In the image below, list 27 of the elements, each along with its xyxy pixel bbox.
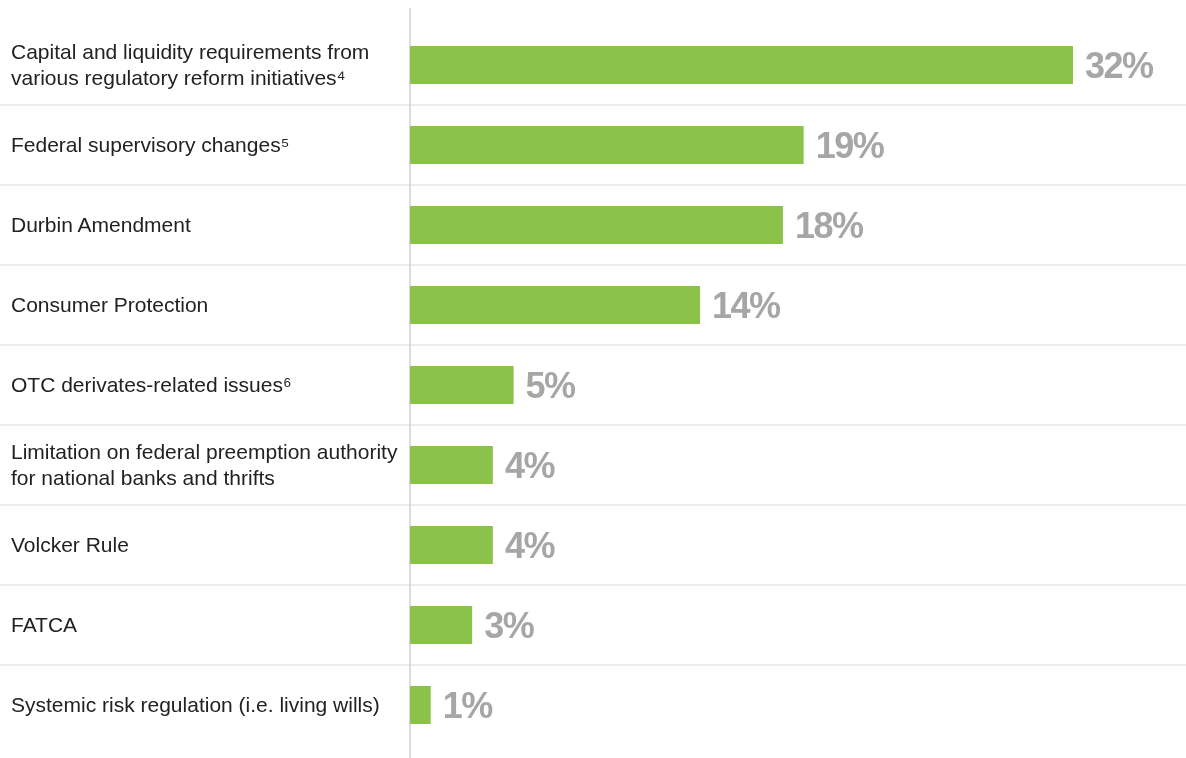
bar (410, 206, 783, 244)
data-label: 4% (504, 525, 556, 566)
y-tick-label: Limitation on federal preemption authority for national banks and thrifts (11, 440, 398, 489)
y-tick-label: Durbin Amendment (11, 213, 191, 236)
y-tick-label: Capital and liquidity requirements from various regulatory reform initiatives⁴ (11, 40, 370, 89)
bar (410, 286, 701, 324)
data-label: 14% (712, 285, 782, 326)
bar (410, 686, 431, 724)
data-label: 5% (525, 365, 577, 406)
data-label: 18% (794, 205, 864, 246)
data-label: 19% (815, 125, 885, 166)
bar (410, 366, 514, 404)
y-tick-label: Federal supervisory changes⁵ (11, 133, 290, 156)
y-tick-label: Consumer Protection (11, 293, 209, 316)
data-label: 32% (1085, 45, 1155, 86)
bar (410, 126, 804, 164)
bar (410, 446, 493, 484)
bar (410, 46, 1073, 84)
y-tick-label: Volcker Rule (11, 533, 129, 556)
y-tick-label: FATCA (11, 613, 78, 636)
y-tick-label: Systemic risk regulation (i.e. living wills) (11, 693, 380, 716)
bar (410, 526, 493, 564)
data-label: 4% (504, 445, 556, 486)
y-tick-label: OTC derivates-related issues⁶ (11, 373, 292, 396)
data-label: 3% (484, 605, 535, 646)
bar (410, 606, 473, 644)
data-label: 1% (442, 685, 494, 726)
